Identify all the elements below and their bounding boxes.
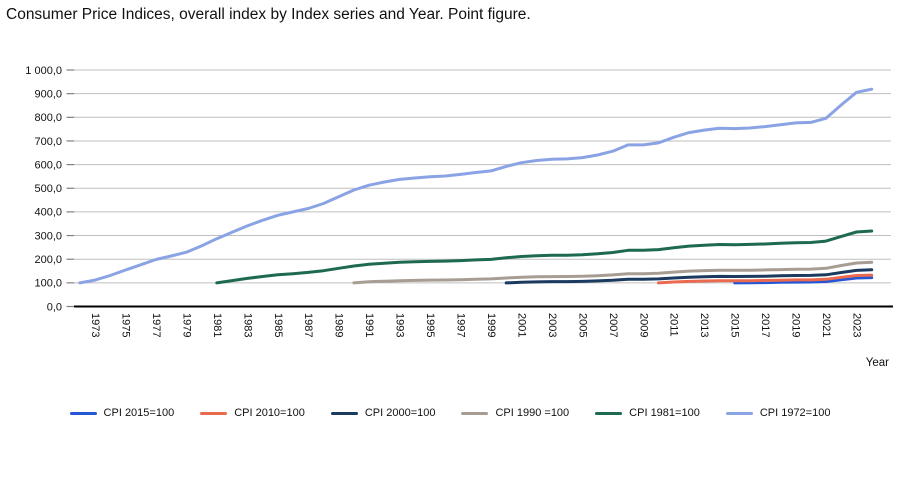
- legend-item-label: CPI 2010=100: [234, 407, 305, 419]
- x-tick-label: 1979: [180, 313, 192, 337]
- legend-item: CPI 2010=100: [200, 407, 305, 419]
- y-tick-label: 800,0: [34, 112, 62, 124]
- legend: CPI 2015=100 CPI 2010=100 CPI 2000=100 CPI …: [0, 407, 900, 419]
- x-tick-label: 1997: [455, 313, 467, 337]
- series-group: [78, 87, 874, 285]
- legend-swatch-icon: [330, 411, 358, 415]
- series-line-cpi-2000-100: [504, 268, 874, 285]
- legend-swatch-icon: [69, 411, 97, 415]
- x-tick-label: 1983: [241, 313, 253, 337]
- series-line-cpi-1972-100: [78, 87, 874, 285]
- y-tick-label: 0,0: [47, 301, 62, 313]
- x-tick-label: 2019: [790, 313, 802, 337]
- x-tick-label: 2009: [637, 313, 649, 337]
- legend-item: CPI 1990 =100: [461, 407, 569, 419]
- legend-item-label: CPI 2015=100: [103, 407, 175, 419]
- series-line-cpi-1990-100: [352, 260, 874, 285]
- x-tick-label: 2005: [576, 313, 588, 337]
- x-tick-label: 2023: [851, 313, 863, 337]
- x-tick-label: 2007: [607, 313, 619, 337]
- legend-item-label: CPI 1972=100: [759, 407, 831, 419]
- x-tick-label: 1973: [89, 313, 101, 337]
- x-tick-label: 2015: [729, 313, 741, 337]
- y-tick-label: 300,0: [34, 230, 62, 242]
- x-tick-label: 2017: [759, 313, 771, 337]
- x-tick-label: 2001: [515, 313, 527, 337]
- x-tick-label: 1981: [211, 313, 223, 337]
- y-tick-label: 400,0: [34, 207, 62, 219]
- y-tick-label: 500,0: [34, 183, 62, 195]
- x-tick-label: 2011: [668, 313, 680, 337]
- series-line-cpi-1981-100: [215, 229, 874, 285]
- x-tick-label: 1991: [363, 313, 375, 337]
- legend-item-label: CPI 2000=100: [364, 407, 436, 419]
- legend-swatch-icon: [725, 411, 753, 415]
- y-tick-label: 900,0: [34, 88, 62, 100]
- legend-item: CPI 1972=100: [725, 407, 831, 419]
- x-tick-label: 1999: [485, 313, 497, 337]
- y-tick-label: 100,0: [34, 278, 62, 290]
- x-tick-label: 1985: [272, 313, 284, 337]
- x-tick-label: 1987: [302, 313, 314, 337]
- legend-swatch-icon: [461, 411, 489, 415]
- legend-item: CPI 1981=100: [595, 407, 700, 419]
- x-tick-label: 1975: [119, 313, 131, 337]
- legend-item: CPI 2015=100: [69, 407, 175, 419]
- legend-item-label: CPI 1990 =100: [495, 407, 570, 419]
- x-tick-label: 2021: [820, 313, 832, 337]
- y-tick-label: 700,0: [34, 136, 62, 148]
- axis-group: 0,0 100,0 200,0 300,0 400,0 500,0 600,0 700,0 80…: [25, 65, 893, 337]
- legend-item: CPI 2000=100: [330, 407, 436, 419]
- series-line-cpi-2015-100: [733, 276, 874, 285]
- x-tick-label: 2003: [546, 313, 558, 337]
- y-tick-label: 200,0: [34, 254, 62, 266]
- x-tick-label: 1977: [150, 313, 162, 337]
- y-tick-label: 1 000,0: [25, 65, 62, 77]
- series-line-cpi-2010-100: [657, 273, 874, 285]
- x-axis-title: Year: [866, 357, 889, 369]
- x-tick-label: 1993: [394, 313, 406, 337]
- legend-swatch-icon: [200, 411, 228, 415]
- chart-title: Consumer Price Indices, overall index by…: [6, 6, 531, 23]
- y-tick-label: 600,0: [34, 159, 62, 171]
- x-tick-label: 1995: [424, 313, 436, 337]
- legend-item-label: CPI 1981=100: [629, 407, 700, 419]
- legend-swatch-icon: [595, 411, 623, 415]
- grid-group: [75, 69, 891, 284]
- x-tick-label: 1989: [333, 313, 345, 337]
- x-tick-label: 2013: [698, 313, 710, 337]
